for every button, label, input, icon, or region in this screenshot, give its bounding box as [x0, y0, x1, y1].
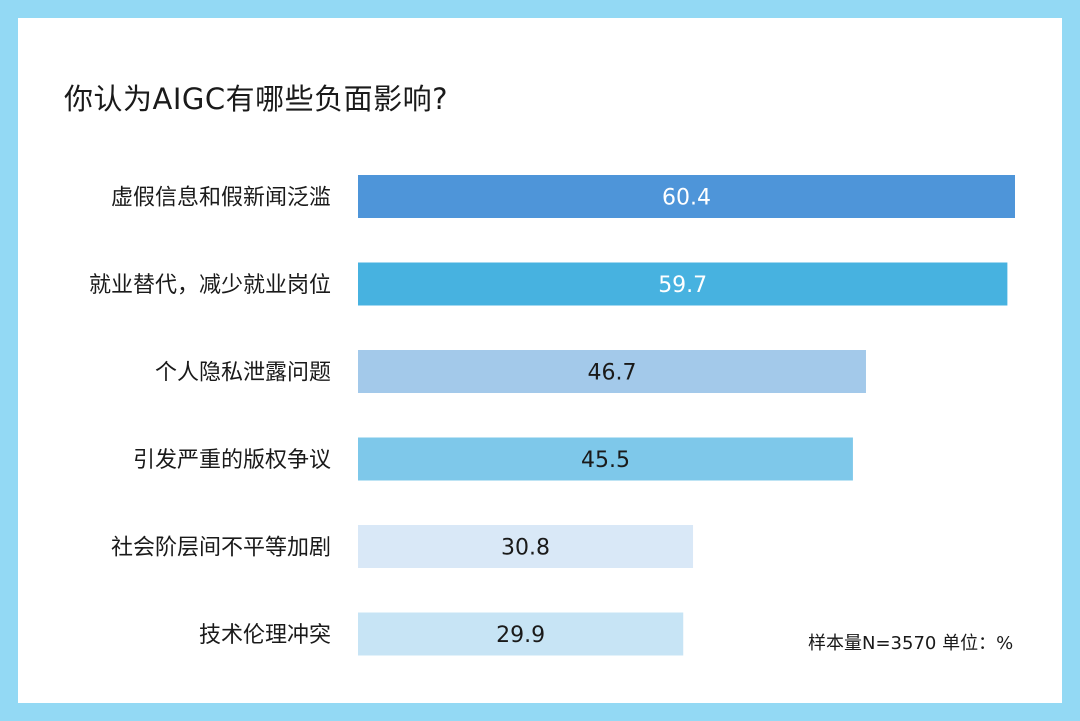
bar — [358, 437, 853, 481]
bar — [358, 612, 684, 656]
footnote: 样本量N=3570 单位：% — [808, 633, 1014, 654]
value-label: 60.4 — [662, 186, 711, 211]
value-label: 29.9 — [496, 623, 545, 648]
category-label: 技术伦理冲突 — [199, 623, 331, 648]
bar-chart: 虚假信息和假新闻泛滥 60.4 就业替代，减少就业岗位 59.7 个人隐私泄露问题 46.… — [89, 175, 1015, 656]
chart-card: 你认为AIGC有哪些负面影响? 虚假信息和假新闻泛滥 60.4 就业替代，减少就业岗… — [18, 18, 1062, 703]
value-label: 45.5 — [581, 448, 630, 473]
value-label: 30.8 — [501, 536, 550, 561]
category-label: 虚假信息和假新闻泛滥 — [111, 186, 331, 211]
category-label: 个人隐私泄露问题 — [155, 361, 331, 386]
bar — [358, 350, 866, 393]
value-label: 59.7 — [658, 273, 707, 298]
category-label: 引发严重的版权争议 — [133, 448, 331, 473]
bar — [358, 175, 1015, 218]
bar — [358, 525, 694, 568]
chart-title: 你认为AIGC有哪些负面影响? — [64, 82, 449, 116]
category-label: 就业替代，减少就业岗位 — [89, 273, 331, 298]
category-label: 社会阶层间不平等加剧 — [111, 536, 331, 561]
bar — [358, 262, 1008, 306]
value-label: 46.7 — [587, 361, 636, 386]
